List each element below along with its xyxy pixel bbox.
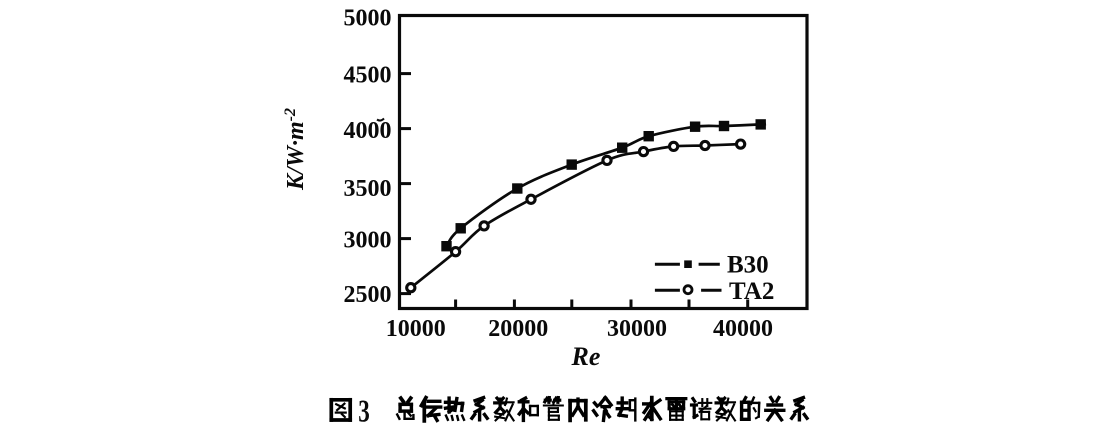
svg-text:3000: 3000 bbox=[344, 228, 392, 254]
svg-text:10000: 10000 bbox=[386, 316, 446, 342]
svg-text:20000: 20000 bbox=[488, 316, 548, 342]
svg-text:2500: 2500 bbox=[344, 282, 392, 308]
svg-text:5000: 5000 bbox=[344, 6, 392, 32]
svg-text:TA2: TA2 bbox=[729, 278, 774, 305]
svg-text:3: 3 bbox=[358, 394, 370, 430]
svg-text:4500: 4500 bbox=[344, 63, 392, 89]
svg-text:B30: B30 bbox=[727, 252, 769, 279]
svg-text:30000: 30000 bbox=[607, 316, 667, 342]
svg-text:40000: 40000 bbox=[713, 316, 773, 342]
svg-text:K/W·m-2: K/W·m-2 bbox=[282, 108, 309, 191]
svg-text:3500: 3500 bbox=[344, 176, 392, 202]
svg-text:4000: 4000 bbox=[344, 118, 392, 144]
svg-text:Re: Re bbox=[571, 342, 601, 371]
